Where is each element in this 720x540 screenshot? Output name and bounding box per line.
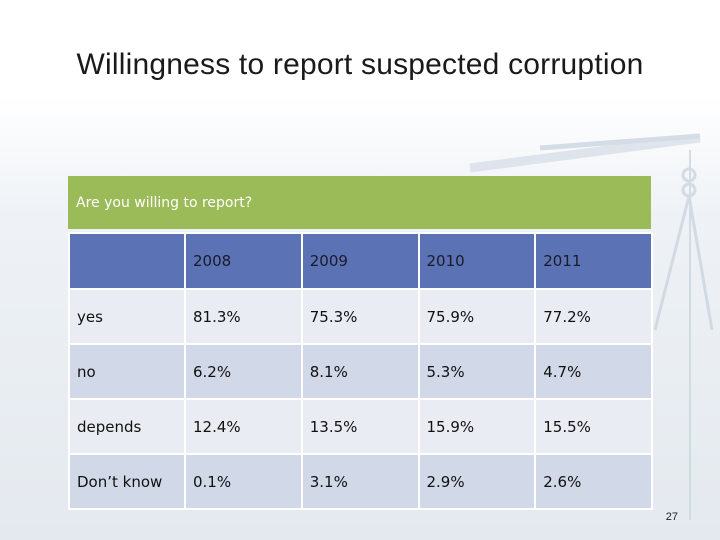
row-label: Don’t know [68, 453, 186, 510]
header-cell-2011: 2011 [534, 232, 653, 290]
table-cell: 77.2% [534, 288, 653, 345]
table-cell: 75.3% [300, 288, 420, 345]
page-number: 27 [665, 511, 678, 523]
header-cell-empty [68, 232, 186, 290]
row-label: depends [68, 398, 186, 455]
table-row-depends: depends 12.4% 13.5% 15.9% 15.5% [68, 398, 653, 455]
table-cell: 2.6% [534, 453, 653, 510]
table-cell: 15.5% [534, 398, 653, 455]
table-cell: 4.7% [534, 343, 653, 400]
table-cell: 6.2% [184, 343, 303, 400]
report-willingness-table: Are you willing to report? 2008 2009 201… [68, 176, 653, 510]
table-cell: 2.9% [417, 453, 537, 510]
slide-title: Willingness to report suspected corrupti… [76, 48, 644, 81]
table-cell: 75.9% [417, 288, 537, 345]
table-cell: 5.3% [417, 343, 537, 400]
row-label: no [68, 343, 186, 400]
table-row-yes: yes 81.3% 75.3% 75.9% 77.2% [68, 288, 653, 345]
table-cell: 12.4% [184, 398, 303, 455]
table-cell: 0.1% [184, 453, 303, 510]
header-cell-2009: 2009 [300, 232, 420, 290]
table-caption: Are you willing to report? [68, 176, 651, 229]
table-row-dont-know: Don’t know 0.1% 3.1% 2.9% 2.6% [68, 453, 653, 510]
table-cell: 3.1% [300, 453, 420, 510]
table-header-row: 2008 2009 2010 2011 [68, 232, 653, 290]
table-cell: 15.9% [417, 398, 537, 455]
data-table: 2008 2009 2010 2011 yes 81.3% 75.3% 75.9… [68, 232, 653, 510]
table-cell: 8.1% [300, 343, 420, 400]
header-cell-2010: 2010 [417, 232, 537, 290]
header-cell-2008: 2008 [184, 232, 303, 290]
table-cell: 13.5% [300, 398, 420, 455]
row-label: yes [68, 288, 186, 345]
table-cell: 81.3% [184, 288, 303, 345]
table-row-no: no 6.2% 8.1% 5.3% 4.7% [68, 343, 653, 400]
